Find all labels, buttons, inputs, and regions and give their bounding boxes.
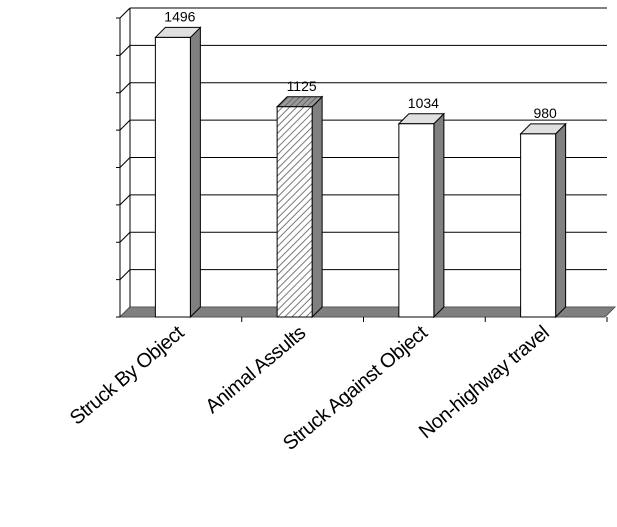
- wall-tick: [119, 157, 131, 168]
- bar: [397, 112, 446, 319]
- chart-floor: [118, 306, 617, 318]
- category-label: Animal Assults: [201, 322, 310, 418]
- bar-front: [398, 123, 435, 318]
- gridlines: [119, 7, 607, 318]
- bar: [275, 95, 324, 319]
- bar-side: [311, 95, 323, 319]
- bars: [154, 26, 567, 319]
- value-label: 1034: [408, 95, 439, 111]
- y-axis: [116, 8, 608, 322]
- wall-tick: [119, 269, 131, 280]
- bar: [154, 26, 202, 319]
- value-labels: 1496 1125 1034 980: [164, 8, 557, 120]
- bar-front: [276, 106, 313, 318]
- wall-tick: [119, 119, 131, 131]
- bar-front: [520, 133, 557, 318]
- bar-side: [433, 112, 445, 319]
- wall-tick: [119, 82, 131, 94]
- value-label: 1125: [287, 78, 317, 94]
- wall-tick: [119, 45, 131, 56]
- bar-side: [555, 122, 567, 319]
- wall-tick: [119, 194, 131, 206]
- floor: [118, 306, 617, 318]
- bar-front: [154, 36, 191, 318]
- category-label: Struck By Object: [66, 321, 189, 429]
- value-label: 1496: [164, 8, 195, 24]
- bar-side: [189, 26, 201, 319]
- category-label: Non-highway travel: [415, 322, 553, 443]
- wall-tick: [119, 231, 131, 243]
- bar: [519, 122, 567, 319]
- value-label: 980: [533, 105, 557, 121]
- wall-tick: [119, 7, 131, 19]
